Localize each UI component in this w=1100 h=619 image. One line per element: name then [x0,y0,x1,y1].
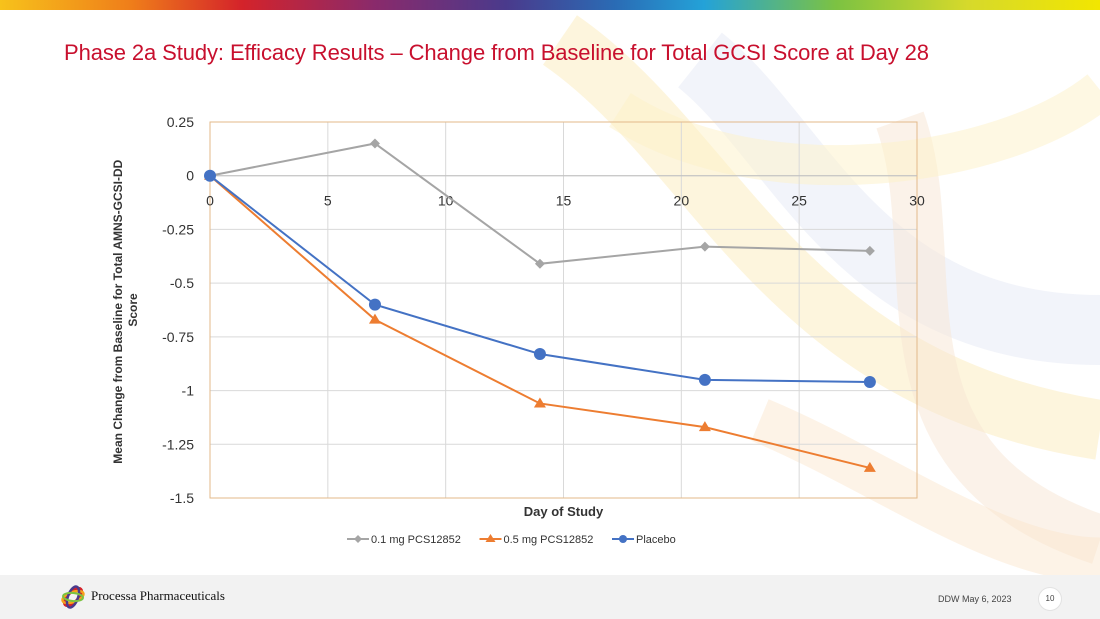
data-point [368,298,381,311]
axis-tick-labels: 0.25 0 -0.25 -0.5 -0.75 -1 -1.25 -1.5 0 5 10 15 20 25… [162,114,925,506]
footer-date-note: DDW May 6, 2023 [938,594,1012,604]
y-tick-label: -0.25 [162,221,194,237]
data-point [368,313,381,324]
x-tick-label: 5 [324,193,332,209]
processa-logo-icon [61,585,85,609]
legend-label: 0.1 mg PCS12852 [371,534,461,546]
y-tick-label: 0.25 [167,114,194,130]
series-line [209,174,871,469]
data-point [533,397,546,408]
legend-marker [485,534,496,542]
y-tick-label: -0.75 [162,329,194,345]
y-axis-title: Mean Change from Baseline for Total AMNS… [111,156,140,463]
x-tick-label: 10 [438,193,454,209]
legend-item-1: 0.5 mg PCS12852 [479,534,594,546]
legend-item-0: 0.1 mg PCS12852 [347,534,461,546]
data-point [863,461,876,472]
data-point [863,375,876,388]
series-line [209,142,870,265]
legend-marker [619,535,627,543]
x-tick-label: 15 [556,193,572,209]
y-tick-label: 0 [186,168,194,184]
data-point [698,421,711,432]
page-number: 10 [1038,587,1062,611]
x-tick-label: 30 [909,193,925,209]
legend-item-2: Placebo [612,534,676,546]
grid-lines [209,121,918,499]
data-point [204,169,216,182]
data-point [534,258,545,269]
y-tick-label: -1 [182,383,195,399]
legend: 0.1 mg PCS12852 0.5 mg PCS12852 Placebo [347,534,676,546]
y-axis-title-line-2: Score [126,293,140,327]
data-point [698,373,711,386]
y-axis-title-line-1: Mean Change from Baseline for Total AMNS… [111,159,125,463]
data-series [204,138,876,472]
x-tick-label: 0 [206,193,214,209]
series-2 [204,169,876,388]
legend-label: Placebo [636,534,676,546]
data-point [864,245,875,256]
company-name: Processa Pharmaceuticals [91,588,225,603]
slide-title: Phase 2a Study: Efficacy Results – Chang… [64,40,929,65]
x-axis-title: Day of Study [524,504,604,519]
data-point [533,348,546,361]
x-tick-label: 20 [674,193,690,209]
legend-label: 0.5 mg PCS12852 [504,534,594,546]
top-color-bar [0,0,1100,10]
series-1 [204,169,876,472]
plot-area-border [209,121,918,499]
data-point [369,138,380,149]
footer-bar [0,575,1100,619]
y-tick-label: -1.5 [170,490,194,506]
legend-marker [354,535,362,543]
y-tick-label: -1.25 [162,436,194,452]
x-tick-label: 25 [791,193,807,209]
y-tick-label: -0.5 [170,275,194,291]
data-point [699,241,710,252]
